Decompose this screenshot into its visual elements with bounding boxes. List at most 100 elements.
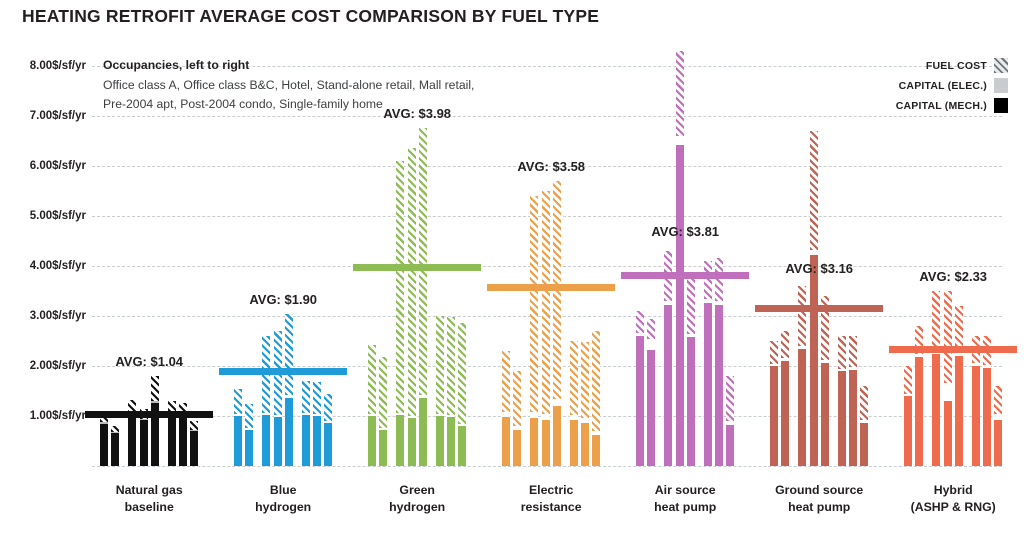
bar[interactable] <box>647 319 656 466</box>
bar-segment-capital-mech <box>513 430 522 466</box>
occupancy-note-heading: Occupancies, left to right <box>103 58 250 72</box>
bar-segment-capital-elec <box>541 414 550 420</box>
bar[interactable] <box>139 409 148 466</box>
bar[interactable] <box>820 296 829 466</box>
bar[interactable] <box>458 323 467 466</box>
bar[interactable] <box>273 331 282 466</box>
bar[interactable] <box>245 404 254 466</box>
bar-segment-capital-mech <box>770 366 778 466</box>
bar-segment-capital-elec <box>368 413 376 416</box>
bar-segment-capital-elec <box>675 136 684 145</box>
y-axis-tick-label: 4.00$/sf/yr <box>29 260 86 272</box>
bar[interactable] <box>436 316 444 466</box>
legend-item-label: CAPITAL (MECH.) <box>895 99 987 112</box>
bar-segment-capital-elec <box>111 431 120 433</box>
bar-segment-capital-elec <box>592 431 601 435</box>
bar[interactable] <box>915 326 924 466</box>
average-line <box>85 410 214 418</box>
bar[interactable] <box>324 394 333 466</box>
bar-segment-capital-mech <box>284 398 293 466</box>
gridline <box>92 66 1002 67</box>
bar[interactable] <box>932 291 941 466</box>
bar-segment-capital-elec <box>379 428 388 430</box>
bar[interactable] <box>770 341 778 466</box>
bar[interactable] <box>860 386 869 466</box>
bar-segment-capital-mech <box>581 423 590 466</box>
bar-segment-capital-elec <box>581 417 590 423</box>
bar[interactable] <box>943 291 952 466</box>
bar-segment-capital-mech <box>664 305 673 466</box>
bar[interactable] <box>954 306 963 466</box>
bar[interactable] <box>447 317 456 466</box>
bar[interactable] <box>262 336 271 466</box>
bar[interactable] <box>418 128 427 466</box>
average-label: AVG: $3.81 <box>651 223 720 239</box>
bar[interactable] <box>100 411 108 466</box>
bar[interactable] <box>513 371 522 466</box>
bar[interactable] <box>636 311 644 466</box>
bar[interactable] <box>111 426 120 466</box>
bar[interactable] <box>530 196 539 466</box>
bar-segment-fuel-cost <box>245 404 254 428</box>
x-axis-label-line-2: hydrogen <box>255 500 312 514</box>
bar[interactable] <box>781 331 790 466</box>
bar-segment-fuel-cost <box>179 403 188 414</box>
bar[interactable] <box>686 276 695 466</box>
bar[interactable] <box>675 51 684 466</box>
bar-segment-capital-elec <box>838 368 846 371</box>
bar[interactable] <box>313 382 322 466</box>
bar[interactable] <box>904 366 912 466</box>
bar-segment-fuel-cost <box>726 376 735 421</box>
legend-item[interactable]: FUEL COST <box>926 58 1008 73</box>
bar[interactable] <box>190 421 199 466</box>
bar[interactable] <box>284 314 293 466</box>
bar-segment-capital-mech <box>530 418 539 466</box>
bar[interactable] <box>704 261 712 466</box>
bar-segment-capital-mech <box>324 423 333 466</box>
bar[interactable] <box>581 342 590 466</box>
bar-segment-capital-mech <box>273 417 282 466</box>
bar-segment-capital-elec <box>190 429 199 431</box>
bar[interactable] <box>798 286 807 466</box>
bar[interactable] <box>570 341 578 466</box>
bar[interactable] <box>994 386 1003 466</box>
bar[interactable] <box>379 357 388 466</box>
bar-segment-capital-elec <box>972 363 980 366</box>
bar[interactable] <box>592 331 601 466</box>
bar[interactable] <box>407 148 416 466</box>
bar-segment-capital-elec <box>686 334 695 337</box>
bar[interactable] <box>302 381 310 466</box>
bar-segment-capital-elec <box>284 395 293 398</box>
bar[interactable] <box>552 181 561 466</box>
bar[interactable] <box>541 191 550 466</box>
bar[interactable] <box>849 336 858 466</box>
bar[interactable] <box>368 345 376 466</box>
bar[interactable] <box>809 131 818 466</box>
legend-item[interactable]: CAPITAL (ELEC.) <box>899 78 1008 93</box>
x-axis-label-line-2: heat pump <box>654 500 717 514</box>
bar-segment-capital-elec <box>943 383 952 401</box>
bar[interactable] <box>972 336 980 466</box>
bar-segment-fuel-cost <box>932 291 941 351</box>
average-label: AVG: $1.04 <box>115 354 184 369</box>
bar[interactable] <box>726 376 735 466</box>
x-axis-label-line-1: Air source <box>654 483 716 497</box>
bar[interactable] <box>715 258 724 466</box>
bar[interactable] <box>150 376 159 466</box>
bar[interactable] <box>664 251 673 466</box>
bar[interactable] <box>396 161 405 466</box>
bar-segment-capital-elec <box>954 353 963 356</box>
x-axis-label: Green hydrogen <box>389 482 445 516</box>
bar-segment-capital-elec <box>781 358 790 361</box>
bar[interactable] <box>983 336 992 466</box>
legend-item[interactable]: CAPITAL (MECH.) <box>896 98 1008 113</box>
bar[interactable] <box>234 388 242 466</box>
bar[interactable] <box>838 336 846 466</box>
bar-segment-capital-elec <box>100 422 108 424</box>
bar-segment-capital-mech <box>368 416 376 466</box>
bar[interactable] <box>502 351 510 466</box>
bar-segment-capital-mech <box>954 356 963 466</box>
plot-area: AVG: $1.04 AVG: $1.90 AVG: $3.98 AVG: $3.58… <box>85 51 1018 467</box>
bar-segment-fuel-cost <box>798 286 807 346</box>
